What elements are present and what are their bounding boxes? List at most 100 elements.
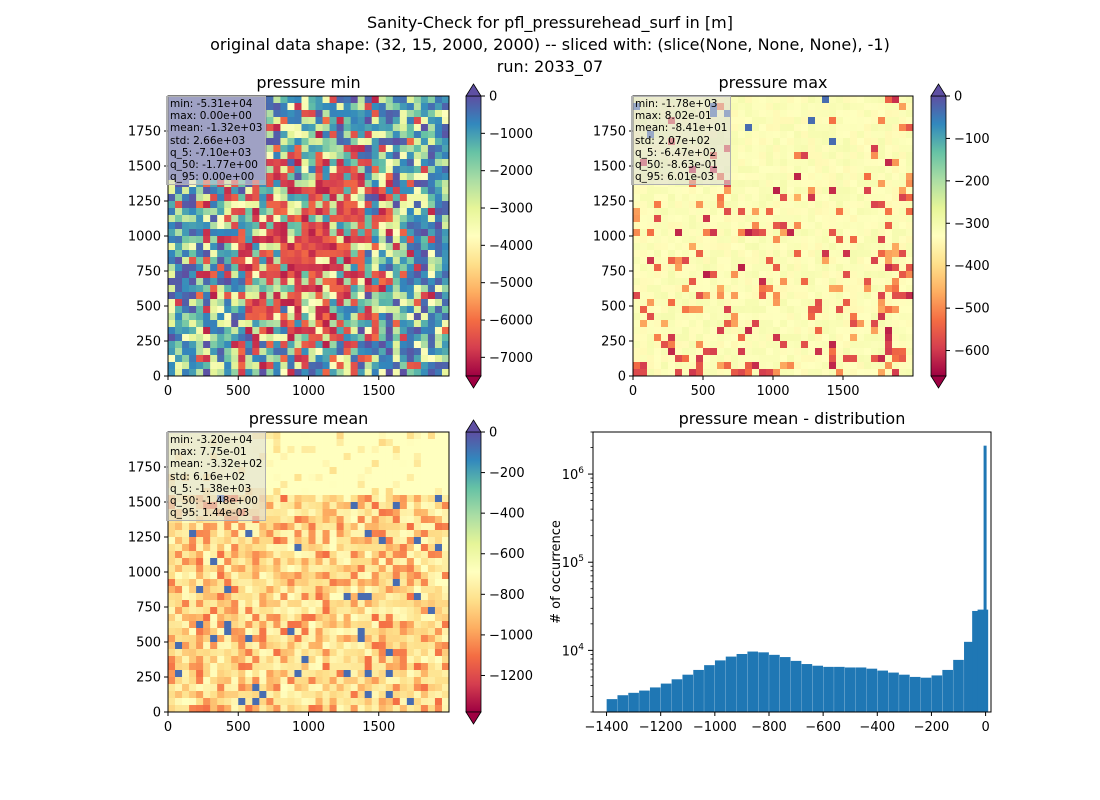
heatmap-cell (301, 278, 309, 286)
heatmap-cell (647, 208, 655, 216)
heatmap-cell (822, 152, 830, 160)
heatmap-cell (301, 313, 309, 321)
heatmap-cell (280, 264, 288, 272)
heatmap-cell (301, 243, 309, 251)
heatmap-cell (434, 593, 443, 601)
heatmap-cell (182, 544, 190, 552)
heatmap-cell (308, 138, 316, 146)
heatmap-cell (682, 285, 690, 293)
heatmap-cell (301, 362, 309, 370)
colorbar-tick-label: −4000 (489, 239, 533, 254)
heatmap-cell (633, 201, 641, 209)
heatmap-cell (308, 166, 316, 174)
heatmap-cell (878, 362, 886, 370)
heatmap-cell (287, 600, 295, 608)
heatmap-cell (441, 334, 450, 342)
heatmap-cell (182, 208, 190, 216)
heatmap-cell (843, 145, 851, 153)
heatmap-cell (815, 334, 823, 342)
heatmap-cell (364, 110, 373, 118)
heatmap-cell (773, 194, 781, 202)
heatmap-cell (406, 635, 415, 643)
heatmap-cell (906, 110, 914, 118)
heatmap-cell (371, 131, 380, 139)
heatmap-cell (210, 278, 218, 286)
heatmap-cell (745, 320, 753, 328)
heatmap-cell (280, 467, 288, 475)
heatmap-cell (336, 453, 345, 461)
heatmap-cell (427, 656, 436, 664)
heatmap-cell (689, 250, 697, 258)
heatmap-cell (731, 138, 739, 146)
heatmap-cell (350, 432, 359, 440)
heatmap-cell (259, 530, 267, 538)
heatmap-cell (273, 600, 281, 608)
heatmap-cell (245, 229, 253, 237)
heatmap-cell (182, 257, 190, 265)
heatmap-cell (294, 551, 302, 559)
heatmap-cell (322, 264, 330, 272)
heatmap-cell (829, 222, 837, 230)
heatmap-cell (245, 572, 253, 580)
heatmap-cell (210, 257, 218, 265)
heatmap-cell (406, 656, 415, 664)
heatmap-cell (168, 229, 176, 237)
heatmap-cell (413, 698, 422, 706)
heatmap-cell (371, 264, 380, 272)
heatmap-cell (287, 607, 295, 615)
heatmap-cell (738, 194, 746, 202)
heatmap-cell (273, 229, 281, 237)
heatmap-cell (759, 201, 767, 209)
heatmap-cell (273, 117, 281, 125)
heatmap-cell (301, 264, 309, 272)
heatmap-cell (259, 621, 267, 629)
heatmap-cell (259, 187, 267, 195)
heatmap-cell (350, 313, 359, 321)
heatmap-cell (406, 684, 415, 692)
heatmap-cell (640, 187, 648, 195)
x-tick-label: 1000 (756, 384, 789, 399)
heatmap-cell (773, 103, 781, 111)
heatmap-cell (661, 187, 669, 195)
heatmap-cell (224, 600, 232, 608)
heatmap-cell (203, 628, 211, 636)
heatmap-cell (766, 327, 774, 335)
heatmap-cell (871, 257, 879, 265)
heatmap-cell (245, 334, 253, 342)
heatmap-cell (217, 670, 225, 678)
heatmap-cell (406, 677, 415, 685)
heatmap-cell (357, 110, 366, 118)
heatmap-cell (892, 341, 900, 349)
heatmap-cell (287, 124, 295, 132)
heatmap-cell (392, 593, 401, 601)
heatmap-cell (322, 453, 330, 461)
heatmap-cell (731, 173, 739, 181)
heatmap-cell (399, 187, 408, 195)
heatmap-cell (364, 628, 373, 636)
heatmap-cell (343, 117, 352, 125)
y-tick-label: 1250 (128, 195, 161, 210)
heatmap-cell (322, 628, 330, 636)
heatmap-cell (280, 495, 288, 503)
heatmap-cell (385, 656, 394, 664)
heatmap-cell (420, 446, 429, 454)
heatmap-cell (801, 236, 809, 244)
heatmap-cell (273, 698, 281, 706)
heatmap-cell (378, 362, 387, 370)
heatmap-cell (364, 229, 373, 237)
heatmap-cell (773, 201, 781, 209)
heatmap-cell (308, 481, 316, 489)
heatmap-cell (315, 439, 323, 447)
heatmap-cell (280, 642, 288, 650)
heatmap-cell (878, 96, 886, 104)
heatmap-cell (392, 523, 401, 531)
heatmap-cell (885, 208, 893, 216)
histogram-bar (983, 445, 987, 712)
heatmap-cell (427, 523, 436, 531)
heatmap-cell (238, 236, 246, 244)
heatmap-cell (801, 103, 809, 111)
heatmap-cell (399, 355, 408, 363)
heatmap-cell (787, 299, 795, 307)
heatmap-cell (168, 355, 176, 363)
heatmap-cell (815, 327, 823, 335)
